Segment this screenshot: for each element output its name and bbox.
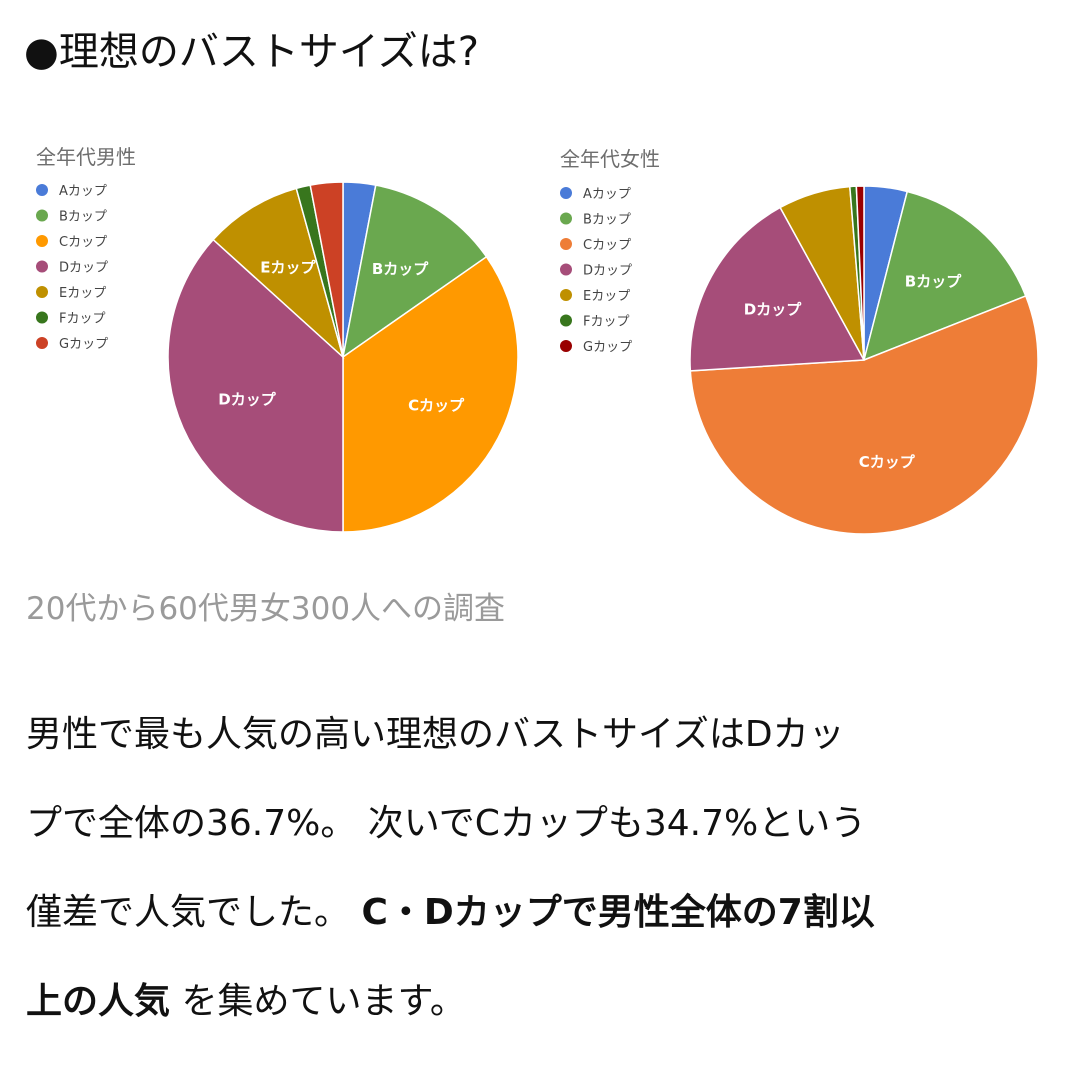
pie-chart-men: 全年代男性 Aカップ Bカップ Cカップ Dカップ Eカップ Fカップ Gカップ Bカップ Cカッ… xyxy=(36,145,519,533)
legend-label-cup-e: Eカップ xyxy=(59,286,106,301)
slice-label-cup-b: Bカップ xyxy=(905,273,962,291)
section-heading: ●理想のバストサイズは? xyxy=(24,29,479,75)
legend-swatch-cup-d xyxy=(36,260,48,273)
legend-label-cup-g: Gカップ xyxy=(583,340,632,355)
body-line: 僅差で人気でした。 C・Dカップで男性全体の7割以 xyxy=(26,868,1056,957)
legend-swatch-cup-g xyxy=(36,337,48,349)
pie-slice-cup-d xyxy=(167,238,344,533)
body-text-bold: 上の人気 xyxy=(26,981,171,1022)
chart-title: 全年代男性 xyxy=(36,145,136,169)
pie-slice-cup-c xyxy=(342,255,519,533)
article-body: 男性で最も人気の高い理想のバストサイズはDカッ プで全体の36.7%。 次いでC… xyxy=(26,690,1056,1046)
slice-label-cup-c: Cカップ xyxy=(859,453,916,471)
pie-slice-cup-b xyxy=(862,190,1027,362)
body-text-bold: C・Dカップで男性全体の7割以 xyxy=(361,892,875,933)
legend-swatch-cup-c xyxy=(36,235,48,247)
legend-swatch-cup-a xyxy=(560,187,572,199)
pie-slice-cup-b xyxy=(341,184,488,359)
slice-label-cup-e: Eカップ xyxy=(260,259,316,277)
legend-label-cup-d: Dカップ xyxy=(583,264,632,279)
body-text-plain: プで全体の36.7%。 次いでCカップも34.7%という xyxy=(26,803,867,844)
slice-label-cup-b: Bカップ xyxy=(372,260,429,278)
legend-swatch-cup-g xyxy=(560,340,572,352)
pie-slice-cup-c xyxy=(689,294,1039,535)
legend-label-cup-c: Cカップ xyxy=(583,238,631,253)
body-text-plain: を集めています。 xyxy=(170,981,466,1022)
legend-swatch-cup-f xyxy=(560,314,572,327)
pie-slice-cup-g xyxy=(309,181,344,358)
legend-label-cup-c: Cカップ xyxy=(59,235,107,250)
legend-label-cup-g: Gカップ xyxy=(59,337,108,352)
legend-swatch-cup-e xyxy=(36,286,48,298)
body-line: 男性で最も人気の高い理想のバストサイズはDカッ xyxy=(26,690,1056,779)
legend-swatch-cup-e xyxy=(560,289,572,301)
body-line: 上の人気 を集めています。 xyxy=(26,957,1056,1046)
pie-charts-figure: 全年代男性 Aカップ Bカップ Cカップ Dカップ Eカップ Fカップ Gカップ Bカップ Cカッ… xyxy=(0,120,1080,560)
legend-swatch-cup-b xyxy=(560,212,572,225)
body-text-plain: 僅差で人気でした。 xyxy=(26,892,362,933)
slice-label-cup-d: Dカップ xyxy=(744,301,802,319)
pie-slice-cup-d xyxy=(689,206,866,372)
legend-swatch-cup-f xyxy=(36,311,48,324)
legend-label-cup-b: Bカップ xyxy=(583,213,631,228)
body-text-plain: 男性で最も人気の高い理想のバストサイズはDカッ xyxy=(26,714,845,755)
legend-swatch-cup-c xyxy=(560,238,572,250)
pie-slice-cup-g xyxy=(855,185,865,361)
legend-swatch-cup-b xyxy=(36,209,48,222)
legend-label-cup-a: Aカップ xyxy=(583,187,631,202)
legend-label-cup-a: Aカップ xyxy=(59,184,107,199)
body-line: プで全体の36.7%。 次いでCカップも34.7%という xyxy=(26,779,1056,868)
legend-swatch-cup-d xyxy=(560,263,572,276)
slice-label-cup-c: Cカップ xyxy=(408,397,465,415)
legend-label-cup-b: Bカップ xyxy=(59,210,107,225)
chart-title: 全年代女性 xyxy=(560,147,660,171)
legend-swatch-cup-a xyxy=(36,184,48,196)
survey-caption: 20代から60代男女300人への調査 xyxy=(26,591,506,627)
legend-label-cup-e: Eカップ xyxy=(583,289,630,304)
slice-label-cup-d: Dカップ xyxy=(218,391,276,409)
pie-slice-cup-e xyxy=(212,187,345,360)
pie-chart-women: 全年代女性 Aカップ Bカップ Cカップ Dカップ Eカップ Fカップ Gカップ Bカップ Cカッ… xyxy=(560,147,1039,535)
legend-label-cup-f: Fカップ xyxy=(583,315,629,330)
legend-label-cup-d: Dカップ xyxy=(59,261,108,276)
legend-label-cup-f: Fカップ xyxy=(59,312,105,327)
